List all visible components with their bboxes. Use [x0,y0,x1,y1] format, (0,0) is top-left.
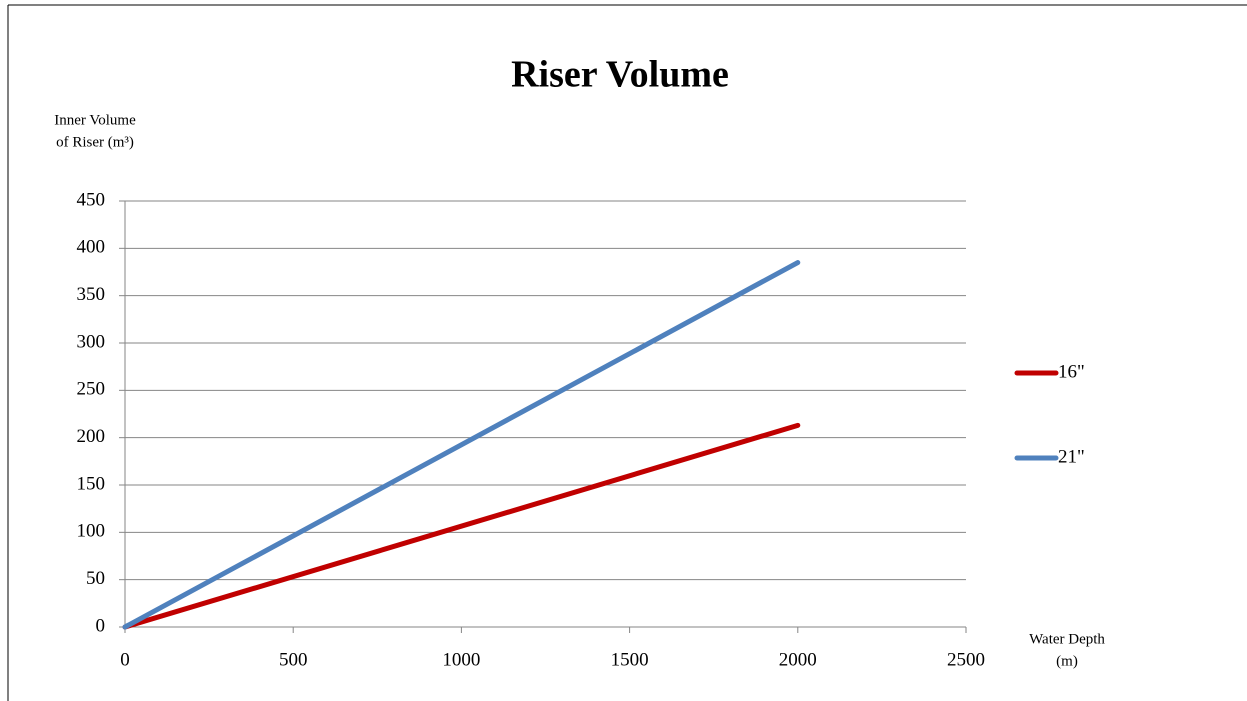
x-tick-label: 2500 [947,649,985,670]
y-tick-label: 50 [86,568,105,589]
y-tick-label: 300 [77,331,106,352]
y-tick-label: 150 [77,473,106,494]
y-tick-label: 450 [77,189,106,210]
y-tick-label: 350 [77,284,106,305]
legend-label: 16" [1058,361,1085,382]
x-tick-label: 0 [120,649,130,670]
y-tick-label: 0 [96,615,106,636]
x-tick-label: 2000 [779,649,817,670]
series-line [122,260,801,630]
y-tick-label: 400 [77,237,106,258]
x-tick-label: 500 [279,649,308,670]
legend-label: 21" [1058,446,1085,467]
chart-title: Riser Volume [511,54,729,96]
x-axis-label: (m) [1056,653,1078,669]
x-tick-label: 1500 [611,649,649,670]
y-tick-label: 100 [77,521,106,542]
y-tick-label: 250 [77,379,106,400]
x-axis-label: Water Depth [1029,631,1105,647]
y-axis-label: of Riser (m³) [56,134,134,150]
x-tick-label: 1000 [442,649,480,670]
y-tick-label: 200 [77,426,106,447]
series-line [122,422,801,630]
y-axis-label: Inner Volume [54,112,136,128]
